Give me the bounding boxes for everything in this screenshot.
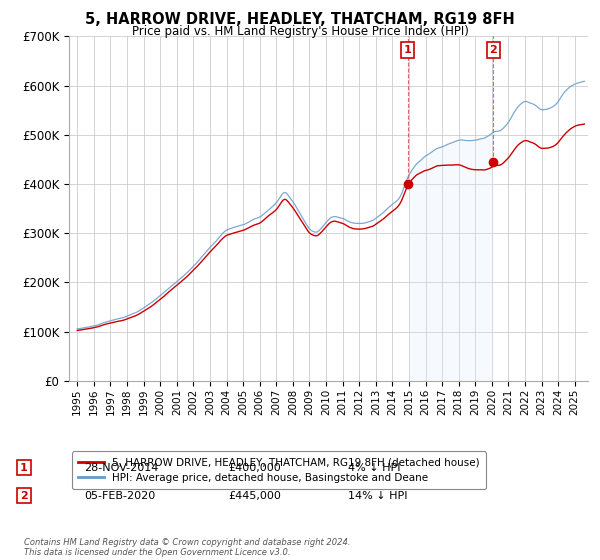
Text: 2: 2 [490,45,497,55]
Text: 2: 2 [20,491,28,501]
Text: Price paid vs. HM Land Registry's House Price Index (HPI): Price paid vs. HM Land Registry's House … [131,25,469,38]
Text: 05-FEB-2020: 05-FEB-2020 [84,491,155,501]
Text: 5, HARROW DRIVE, HEADLEY, THATCHAM, RG19 8FH: 5, HARROW DRIVE, HEADLEY, THATCHAM, RG19… [85,12,515,27]
Text: 4% ↓ HPI: 4% ↓ HPI [348,463,401,473]
Text: 28-NOV-2014: 28-NOV-2014 [84,463,158,473]
Text: 14% ↓ HPI: 14% ↓ HPI [348,491,407,501]
Text: 1: 1 [20,463,28,473]
Legend: 5, HARROW DRIVE, HEADLEY, THATCHAM, RG19 8FH (detached house), HPI: Average pric: 5, HARROW DRIVE, HEADLEY, THATCHAM, RG19… [71,451,486,489]
Text: £445,000: £445,000 [228,491,281,501]
Text: Contains HM Land Registry data © Crown copyright and database right 2024.
This d: Contains HM Land Registry data © Crown c… [24,538,350,557]
Text: £400,000: £400,000 [228,463,281,473]
Text: 1: 1 [404,45,412,55]
